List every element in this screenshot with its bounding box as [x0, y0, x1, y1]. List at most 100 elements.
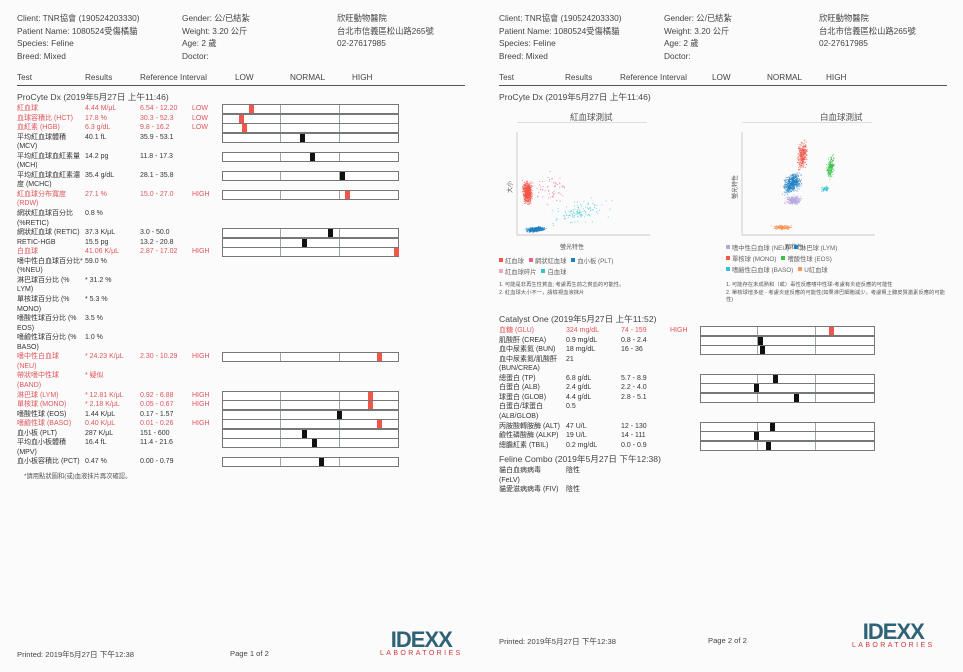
result-row: 嗜鹼性球百分比 (% BASO) 1.0 %: [0, 333, 481, 352]
wbc-plot-title: 白血球測試: [820, 112, 863, 122]
legend-swatch-icon: [794, 245, 799, 249]
result-row: 鹼性磷酸酶 (ALKP) 19 U/L 14 - 111: [482, 431, 963, 441]
normal-high-divider: [338, 248, 340, 257]
range-bar: [222, 151, 399, 162]
result-marker: [766, 441, 772, 450]
header-doctor: Doctor:: [664, 50, 691, 61]
test-name-abbr: (FeLV): [499, 476, 520, 484]
result-flag: HIGH: [670, 327, 688, 334]
range-bar: [700, 440, 875, 451]
range-bar: [222, 438, 399, 449]
test-name-abbr: (RDW): [17, 200, 39, 208]
normal-high-divider: [338, 133, 340, 142]
normal-high-divider: [338, 171, 340, 180]
result-row: 平均血小板體積 (MPV) 16.4 fL 11.4 - 21.6: [0, 438, 481, 457]
test-name-abbr: EOS): [17, 324, 35, 332]
column-header-test: Test: [499, 73, 515, 82]
wbc-legend: 嗜中性白血球 (NEU) 淋巴球 (LYM) 單核球 (MONO) 嗜酸性球 (EOS…: [726, 243, 842, 276]
test-name: RETIC-HGB: [17, 238, 56, 246]
result-row: 嗜中性白血球 (NEU) * 24.23 K/μL 2.30 - 10.29 HIGH: [0, 352, 481, 371]
test-name: 帶狀嗜中性球: [17, 372, 59, 380]
test-result: 6.3 g/dL: [85, 124, 111, 132]
reference-interval: 6.54 - 12.20: [140, 105, 178, 112]
result-marker: [319, 458, 324, 467]
reference-interval: 0.01 - 0.26: [140, 420, 174, 428]
legend-swatch-icon: [499, 269, 503, 273]
normal-high-divider: [338, 124, 340, 133]
test-name: 總膽紅素 (TBIL): [499, 441, 549, 449]
reference-interval: 2.2 - 4.0: [621, 384, 647, 392]
test-result: 0.5: [566, 403, 576, 411]
result-marker: [336, 410, 342, 419]
normal-high-divider: [338, 229, 340, 238]
result-row: 嗜中性白血球百分比* (%NEU) 59.0 %: [0, 257, 481, 276]
normal-high-divider: [338, 439, 340, 448]
legend-label: U紅血球: [804, 267, 828, 274]
legend-label: 單核球 (MONO): [732, 256, 777, 263]
range-bar: [222, 170, 399, 181]
printed-timestamp: Printed: 2019年5月27日 下午12:38: [499, 637, 616, 646]
normal-high-divider: [338, 353, 340, 362]
result-marker: [238, 114, 244, 123]
header-client: Client: TNR協會 (190524203330): [17, 13, 140, 23]
test-result: * 疑似: [85, 372, 104, 380]
test-name: 嗜酸性球 (EOS): [17, 410, 67, 418]
scatter-cluster: [521, 179, 534, 205]
normal-high-divider: [815, 336, 817, 345]
test-result: * 31.2 %: [85, 276, 112, 284]
wbc-scatter-plot: 螢光特性: [731, 132, 875, 236]
legend-item: 淋巴球 (LYM): [794, 245, 837, 252]
header-clinic-phone: 02-27617985: [337, 38, 386, 48]
low-normal-divider: [279, 429, 281, 438]
idexx-logo: IDEXX LABORATORIES: [852, 621, 935, 650]
legend-item: 嗜酸性球 (EOS): [781, 256, 832, 263]
result-row: RETIC-HGB 15.5 pg 13.2 - 20.8: [0, 238, 481, 248]
legend-swatch-icon: [528, 258, 533, 262]
procyte-section-title: ProCyte Dx (2019年5月27日 上午11:46): [17, 92, 169, 102]
test-name-abbr: (%RETIC): [17, 219, 49, 227]
test-name: 平均紅血球血紅素量: [17, 152, 80, 160]
test-name-abbr: (%NEU): [17, 267, 43, 275]
legend-label: 白血球: [547, 269, 567, 276]
result-marker: [759, 346, 765, 355]
result-row: 單核球 (MONO) * 2.18 K/μL 0.05 - 0.67 HIGH: [0, 400, 481, 410]
test-name: 血小板容積比 (PCT): [17, 458, 80, 466]
legend-label: 紅血球碎片: [505, 269, 537, 276]
legend-swatch-icon: [798, 267, 803, 271]
range-bar: [222, 104, 399, 114]
low-normal-divider: [279, 410, 281, 419]
low-normal-divider: [279, 229, 281, 238]
test-result: 47 U/L: [566, 422, 587, 430]
test-name: 嗜中性白血球百分比*: [17, 257, 83, 265]
test-name: 白血球: [17, 248, 38, 256]
test-result: 4.44 M/μL: [85, 105, 117, 112]
header-age: Age: 2 歲: [664, 38, 699, 48]
scatter-cluster: [784, 194, 803, 205]
test-name: 血中尿素氮 (BUN): [499, 346, 556, 354]
combo-section-title: Feline Combo (2019年5月27日 下午12:38): [499, 454, 661, 464]
normal-high-divider: [815, 384, 817, 393]
result-marker: [368, 401, 373, 410]
low-normal-divider: [757, 422, 759, 431]
legend-label: 紅血球: [505, 258, 524, 265]
test-name: 網狀紅血球 (RETIC): [17, 229, 80, 237]
legend-item: 單核球 (MONO): [726, 256, 776, 263]
range-bar: [222, 113, 399, 124]
result-row: 淋巴球 (LYM) * 12.81 K/μL 0.92 - 6.88 HIGH: [0, 391, 481, 401]
header-breed: Breed: Mixed: [17, 50, 66, 61]
reference-interval: 0.8 - 2.4: [621, 336, 647, 344]
low-normal-divider: [279, 420, 281, 429]
test-name: 總蛋白 (TP): [499, 374, 536, 382]
result-marker: [345, 190, 351, 199]
test-result: 6.8 g/dL: [566, 374, 592, 382]
page-number: Page 1 of 2: [230, 649, 269, 658]
header-gender: Gender: 公/已結紮: [182, 13, 250, 23]
range-bar: [222, 123, 399, 134]
legend-label: 網狀紅血球: [534, 258, 567, 265]
test-result: 16.4 fL: [85, 439, 107, 447]
test-name: 白蛋白/球蛋白: [499, 403, 543, 411]
reference-interval: 0.05 - 0.67: [140, 401, 174, 409]
result-marker: [340, 171, 345, 180]
result-marker: [757, 336, 763, 345]
test-name-abbr: MONO): [17, 305, 42, 313]
